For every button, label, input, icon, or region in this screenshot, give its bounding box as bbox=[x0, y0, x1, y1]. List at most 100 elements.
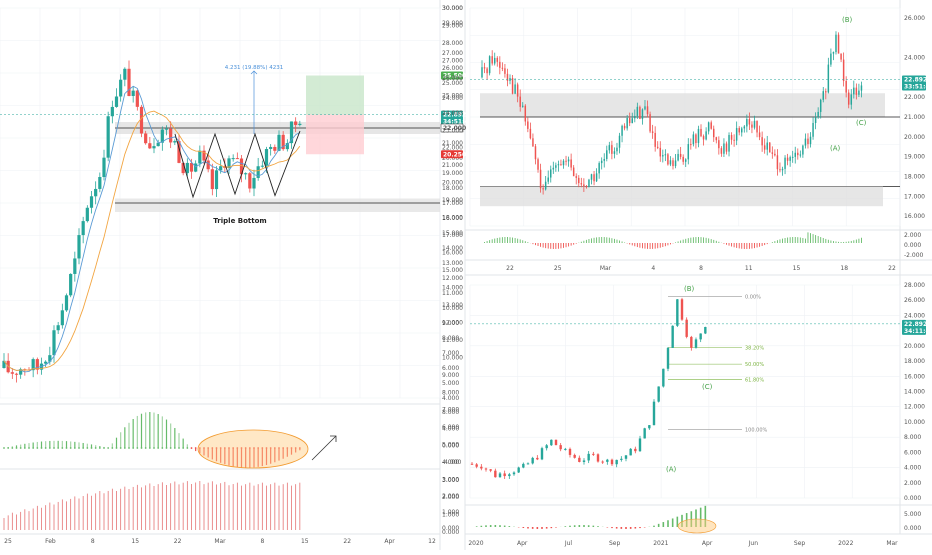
tr-candle-76[interactable] bbox=[674, 160, 677, 167]
left-candle-10[interactable] bbox=[44, 361, 48, 364]
left-candle-45[interactable] bbox=[189, 162, 194, 172]
left-candle-8[interactable] bbox=[35, 359, 39, 370]
tr-candle-9[interactable] bbox=[504, 68, 506, 74]
tr-candle-64[interactable] bbox=[644, 106, 646, 110]
br-candle-15[interactable] bbox=[540, 448, 544, 460]
tr-candle-123[interactable] bbox=[794, 152, 796, 157]
tr-candle-67[interactable] bbox=[651, 131, 654, 133]
tr-candle-62[interactable] bbox=[639, 106, 641, 120]
left-candle-4[interactable] bbox=[19, 369, 23, 375]
tr-candle-48[interactable] bbox=[603, 158, 605, 161]
left-candle-14[interactable] bbox=[60, 310, 64, 326]
br-candle-35[interactable] bbox=[634, 448, 637, 452]
tr-resistance-zone[interactable] bbox=[480, 93, 885, 117]
left-candle-32[interactable] bbox=[135, 90, 139, 107]
left-support-zone[interactable] bbox=[115, 198, 440, 213]
br-candle-7[interactable] bbox=[503, 473, 506, 477]
br-candle-39[interactable] bbox=[652, 401, 656, 426]
top-right-chart[interactable]: 26.000 24.000 22.000 21.000 20.000 19.000 18.0… bbox=[469, 7, 932, 272]
left-candle-38[interactable] bbox=[160, 129, 164, 143]
tr-candle-59[interactable] bbox=[631, 118, 634, 124]
left-candle-2[interactable] bbox=[10, 372, 14, 374]
tr-candle-32[interactable] bbox=[562, 160, 565, 166]
tr-candle-94[interactable] bbox=[720, 148, 723, 154]
tr-candle-133[interactable] bbox=[819, 99, 822, 112]
left-candle-11[interactable] bbox=[48, 355, 52, 362]
tr-candle-70[interactable] bbox=[659, 147, 662, 157]
tr-candle-34[interactable] bbox=[567, 159, 570, 162]
tr-candle-37[interactable] bbox=[575, 176, 577, 178]
left-candle-42[interactable] bbox=[177, 141, 181, 163]
tr-candle-51[interactable] bbox=[611, 145, 613, 154]
br-candle-34[interactable] bbox=[629, 448, 632, 456]
br-candle-24[interactable] bbox=[582, 460, 586, 462]
br-candle-33[interactable] bbox=[624, 455, 628, 459]
tr-candle-137[interactable] bbox=[830, 53, 832, 65]
br-candle-37[interactable] bbox=[643, 428, 646, 439]
br-candle-49[interactable] bbox=[699, 333, 702, 340]
left-candle-49[interactable] bbox=[206, 160, 210, 170]
tr-candle-92[interactable] bbox=[715, 137, 718, 141]
br-candle-21[interactable] bbox=[568, 448, 572, 455]
tr-candle-3[interactable] bbox=[488, 56, 491, 74]
left-candle-20[interactable] bbox=[85, 207, 89, 222]
tr-candle-56[interactable] bbox=[623, 125, 626, 129]
left-candle-19[interactable] bbox=[81, 221, 85, 236]
tr-candle-21[interactable] bbox=[534, 146, 537, 160]
left-candle-30[interactable] bbox=[127, 68, 131, 97]
left-fast-ma-line[interactable] bbox=[3, 85, 301, 373]
tr-candle-2[interactable] bbox=[486, 68, 488, 74]
tr-candle-75[interactable] bbox=[672, 160, 674, 167]
tr-candle-53[interactable] bbox=[616, 147, 618, 152]
tr-candle-57[interactable] bbox=[626, 118, 628, 129]
left-candle-35[interactable] bbox=[148, 143, 152, 149]
left-chart[interactable]: 30.00029.00027.00026.00025.00024.00023.0… bbox=[0, 5, 473, 545]
br-candle-43[interactable] bbox=[671, 325, 674, 348]
tr-candle-104[interactable] bbox=[746, 119, 748, 127]
tr-candle-65[interactable] bbox=[646, 106, 649, 115]
left-candle-51[interactable] bbox=[214, 170, 219, 190]
br-candle-12[interactable] bbox=[526, 463, 530, 465]
left-candle-57[interactable] bbox=[239, 158, 244, 175]
tr-candle-19[interactable] bbox=[529, 128, 532, 139]
tr-candle-6[interactable] bbox=[496, 57, 499, 62]
tr-candle-110[interactable] bbox=[761, 137, 763, 146]
tr-candle-42[interactable] bbox=[588, 179, 590, 188]
tr-candle-29[interactable] bbox=[555, 165, 557, 168]
tr-candle-30[interactable] bbox=[557, 164, 560, 166]
left-candle-46[interactable] bbox=[194, 163, 198, 172]
tr-candle-105[interactable] bbox=[748, 119, 751, 125]
left-slow-ma-line[interactable] bbox=[3, 110, 301, 371]
tr-candle-4[interactable] bbox=[491, 56, 493, 64]
tr-candle-54[interactable] bbox=[618, 135, 621, 148]
tr-candle-55[interactable] bbox=[621, 125, 623, 136]
tr-candle-116[interactable] bbox=[776, 155, 779, 170]
tr-candle-138[interactable] bbox=[832, 52, 835, 54]
tr-candle-25[interactable] bbox=[544, 181, 547, 190]
tr-candle-47[interactable] bbox=[600, 160, 603, 164]
tr-candle-131[interactable] bbox=[814, 117, 817, 123]
tr-candle-71[interactable] bbox=[662, 155, 664, 157]
br-candle-6[interactable] bbox=[498, 473, 502, 478]
tr-candle-117[interactable] bbox=[779, 169, 781, 171]
tr-candle-86[interactable] bbox=[700, 128, 702, 137]
tr-candle-60[interactable] bbox=[634, 116, 636, 119]
tr-candle-63[interactable] bbox=[641, 109, 644, 120]
tr-candle-93[interactable] bbox=[718, 140, 720, 149]
tr-candle-58[interactable] bbox=[628, 118, 631, 124]
tr-candle-66[interactable] bbox=[649, 114, 651, 132]
br-candle-11[interactable] bbox=[522, 463, 525, 468]
tr-candle-22[interactable] bbox=[537, 159, 539, 170]
left-candle-58[interactable] bbox=[244, 173, 248, 175]
tr-candle-147[interactable] bbox=[855, 87, 858, 95]
tr-candle-89[interactable] bbox=[707, 122, 710, 132]
left-candle-7[interactable] bbox=[31, 359, 35, 371]
br-candle-25[interactable] bbox=[587, 453, 590, 461]
tr-candle-87[interactable] bbox=[702, 136, 705, 140]
tr-candle-74[interactable] bbox=[669, 160, 672, 165]
br-osc-highlight-ellipse[interactable] bbox=[677, 518, 717, 534]
tr-candle-80[interactable] bbox=[684, 159, 687, 162]
tr-candle-85[interactable] bbox=[697, 128, 700, 144]
left-candle-50[interactable] bbox=[210, 169, 214, 190]
tr-candle-50[interactable] bbox=[608, 145, 611, 151]
